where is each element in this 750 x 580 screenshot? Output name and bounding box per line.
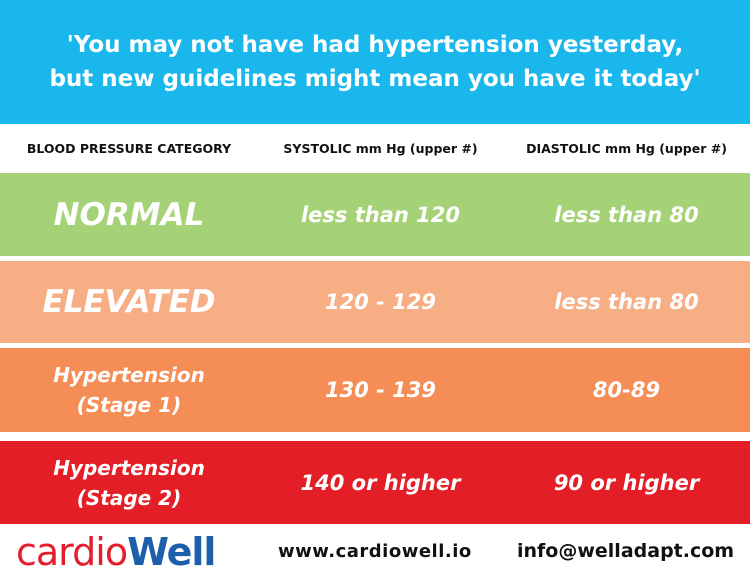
email-link[interactable]: info@welladapt.com bbox=[517, 540, 735, 562]
diastolic-cell: less than 80 bbox=[554, 290, 699, 314]
table-row-stage-1: Hypertension (Stage 1) 130 - 139 80-89 bbox=[0, 348, 750, 432]
table-row-stage-2: Hypertension (Stage 2) 140 or higher 90 … bbox=[0, 441, 750, 524]
systolic-cell: 130 - 139 bbox=[324, 378, 436, 402]
headline-line-2: but new guidelines might mean you have i… bbox=[49, 66, 701, 92]
table-row-elevated: ELEVATED 120 - 129 less than 80 bbox=[0, 261, 750, 343]
footer: cardioWell www.cardiowell.io info@wellad… bbox=[0, 524, 750, 580]
headline-line-1: 'You may not have had hypertension yeste… bbox=[66, 32, 684, 58]
diastolic-cell: 90 or higher bbox=[553, 470, 700, 495]
logo-part-2: Well bbox=[127, 530, 216, 574]
category-cell: NORMAL bbox=[53, 196, 205, 233]
category-line-2: (Stage 2) bbox=[76, 485, 182, 510]
category-cell: ELEVATED bbox=[42, 284, 216, 320]
header-systolic: SYSTOLIC mm Hg (upper #) bbox=[283, 141, 478, 156]
header-diastolic: DIASTOLIC mm Hg (upper #) bbox=[526, 141, 727, 156]
category-line-1: Hypertension bbox=[53, 363, 205, 387]
table-header: BLOOD PRESSURE CATEGORY SYSTOLIC mm Hg (… bbox=[0, 124, 750, 173]
table-row-normal: NORMAL less than 120 less than 80 bbox=[0, 173, 750, 256]
systolic-cell: 120 - 129 bbox=[324, 290, 436, 314]
cardiowell-logo: cardioWell bbox=[16, 530, 216, 574]
website-link[interactable]: www.cardiowell.io bbox=[278, 541, 472, 562]
systolic-cell: less than 120 bbox=[300, 202, 460, 227]
category-line-1: Hypertension bbox=[53, 455, 205, 480]
headline-banner: 'You may not have had hypertension yeste… bbox=[0, 0, 750, 124]
diastolic-cell: less than 80 bbox=[554, 202, 699, 227]
category-cell: Hypertension (Stage 1) bbox=[0, 360, 258, 420]
header-category: BLOOD PRESSURE CATEGORY bbox=[26, 141, 232, 156]
category-cell: Hypertension (Stage 2) bbox=[0, 453, 258, 513]
logo-part-1: cardio bbox=[16, 530, 128, 574]
diastolic-cell: 80-89 bbox=[592, 378, 661, 402]
category-line-2: (Stage 1) bbox=[76, 393, 182, 417]
systolic-cell: 140 or higher bbox=[300, 470, 461, 495]
